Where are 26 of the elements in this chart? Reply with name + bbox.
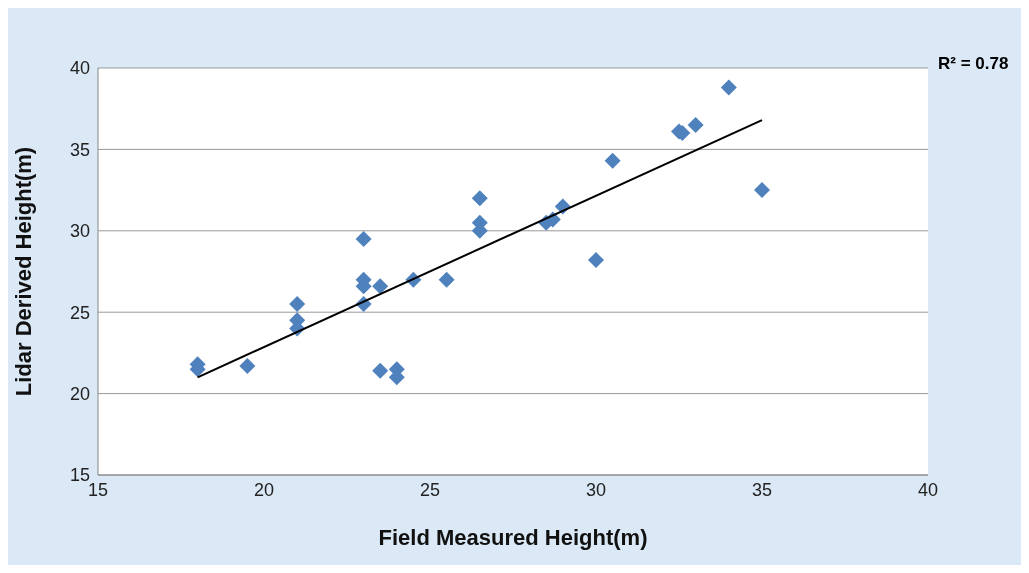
y-tick-label: 25 [69, 302, 90, 323]
point [372, 362, 389, 379]
y-tick-label: 15 [69, 465, 90, 486]
y-axis-title: Lidar Derived Height(m) [10, 146, 36, 397]
y-tick-label: 20 [69, 383, 90, 404]
y-tick-label: 40 [69, 58, 90, 79]
x-tick-label: 20 [253, 479, 275, 500]
point [239, 357, 256, 374]
text: R² = 0.78 [938, 54, 1009, 74]
point [471, 190, 488, 207]
point [604, 152, 621, 169]
x-tick-label: 30 [585, 479, 607, 500]
point [720, 79, 737, 96]
point [754, 182, 770, 199]
point [588, 252, 604, 269]
x-tick-label: 40 [917, 479, 939, 500]
point [438, 271, 455, 288]
point [289, 296, 306, 313]
x-tick-label: 35 [751, 479, 773, 500]
point [372, 278, 389, 295]
y-tick-label: 30 [69, 221, 90, 242]
point [355, 230, 372, 247]
point [687, 116, 704, 133]
x-tick-label: 25 [419, 479, 441, 500]
x-axis-title: Field Measured Height(m) [378, 525, 648, 550]
y-tick-label: 35 [69, 139, 90, 160]
